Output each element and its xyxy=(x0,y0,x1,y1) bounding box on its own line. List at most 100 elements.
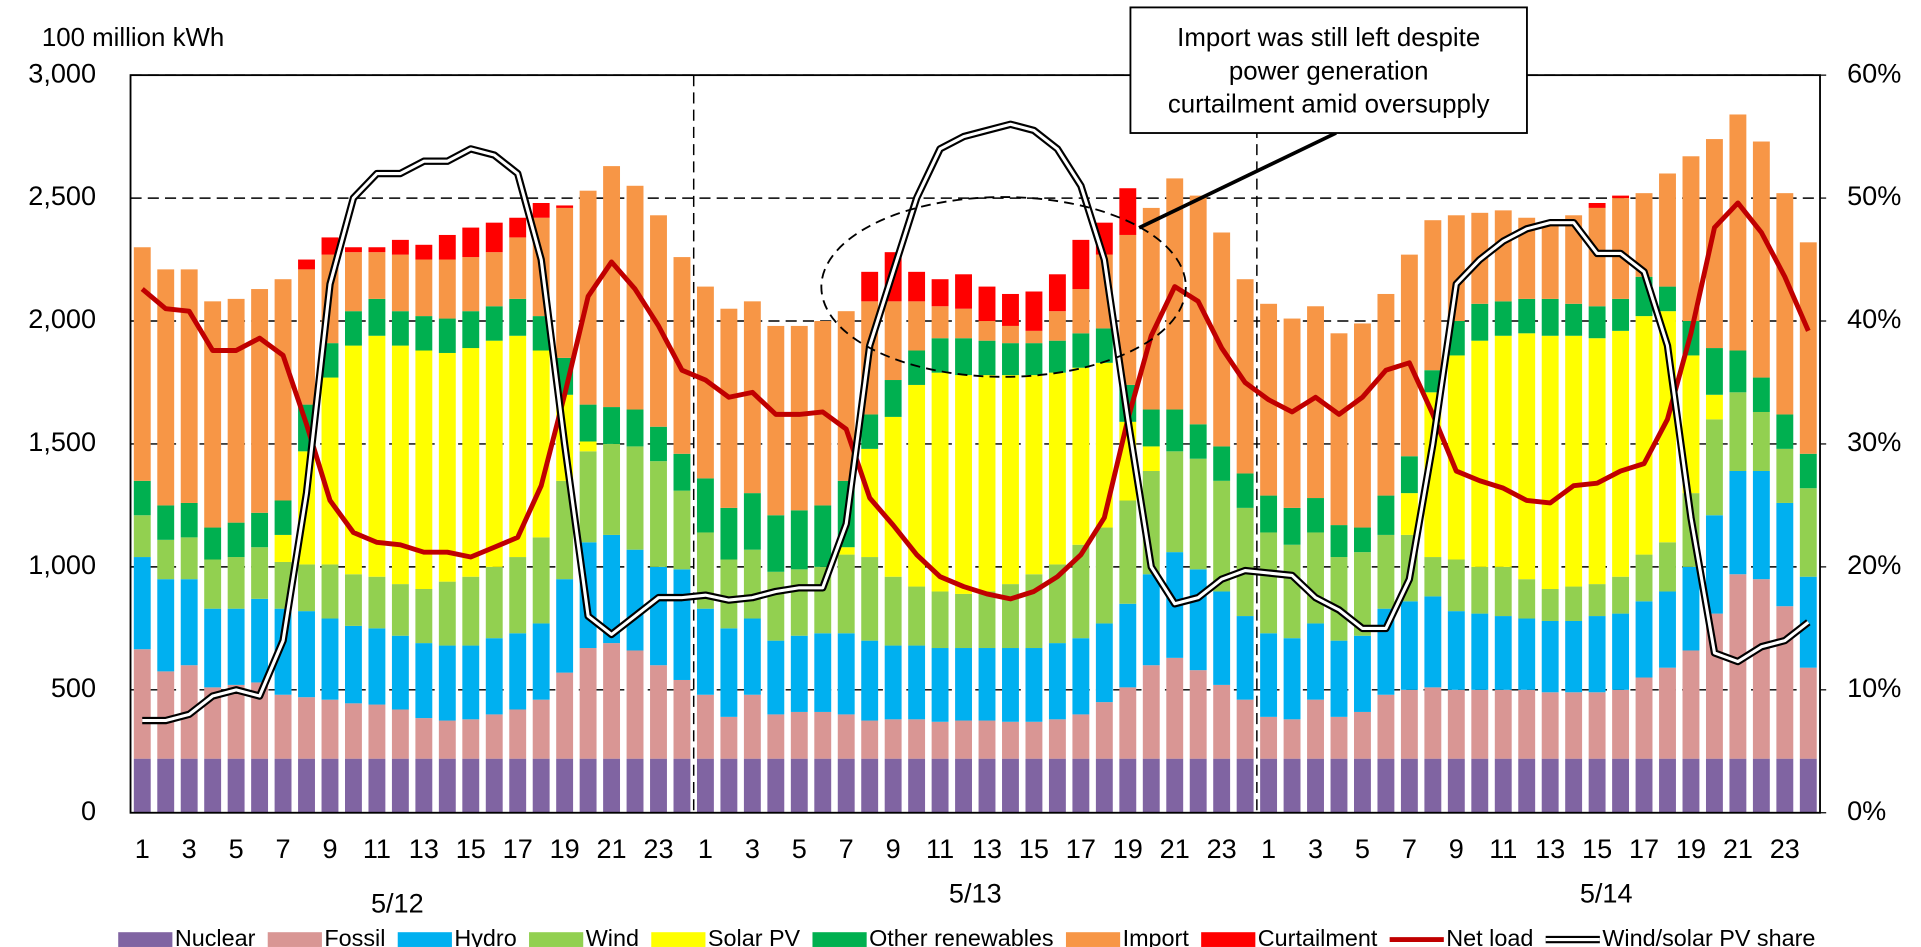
y-tick-label: 3,000 xyxy=(28,57,96,88)
bar xyxy=(720,628,738,717)
bar xyxy=(1189,670,1207,759)
bar xyxy=(368,247,386,253)
bar xyxy=(391,345,409,585)
x-tick-label: 3 xyxy=(182,833,197,864)
legend: Nuclear Fossil Hydro Wind Solar PV Other rene… xyxy=(118,925,1815,947)
x-tick-label: 9 xyxy=(322,833,337,864)
bar xyxy=(1072,289,1090,334)
bar xyxy=(556,672,574,759)
legend-marker xyxy=(397,932,452,947)
bar xyxy=(532,623,550,700)
x-tick-label: 23 xyxy=(643,833,673,864)
x-tick-label: 7 xyxy=(276,833,291,864)
bar xyxy=(415,316,433,351)
bar xyxy=(767,714,785,759)
bar xyxy=(1659,542,1676,592)
axes: 0 500 1,000 1,500 2,000 2,500 3,000 0% 10% 20% 30%… xyxy=(28,57,1901,918)
legend-label: Other renewables xyxy=(869,925,1054,947)
bar xyxy=(274,694,292,759)
x-tick-label: 13 xyxy=(409,833,439,864)
bar xyxy=(1471,758,1489,813)
bar xyxy=(298,269,315,405)
bar xyxy=(1048,719,1066,759)
bar xyxy=(743,493,761,550)
bar xyxy=(1095,362,1113,528)
bar xyxy=(1002,325,1019,344)
legend-label: Wind xyxy=(586,925,639,947)
bar xyxy=(579,441,597,452)
bar xyxy=(603,534,621,644)
bar xyxy=(509,557,527,634)
bar xyxy=(1166,657,1184,759)
bar xyxy=(720,559,738,629)
bar xyxy=(251,758,269,813)
bar xyxy=(1799,453,1817,489)
legend-label: Nuclear xyxy=(175,925,256,947)
bar xyxy=(1518,618,1536,690)
bar xyxy=(1119,188,1137,235)
bar xyxy=(579,648,597,759)
bar xyxy=(391,584,409,636)
legend-marker xyxy=(651,932,706,947)
bar xyxy=(391,254,409,312)
bar xyxy=(1377,293,1395,496)
bar xyxy=(157,269,175,506)
bar xyxy=(814,505,832,567)
bar xyxy=(955,375,972,594)
x-tick-label: 23 xyxy=(1770,833,1800,864)
bar xyxy=(1025,343,1043,376)
bar xyxy=(1283,544,1301,639)
bar xyxy=(1682,156,1700,322)
x-tick-label: 13 xyxy=(972,833,1002,864)
bar xyxy=(1283,507,1301,545)
bar xyxy=(1494,616,1512,690)
bar xyxy=(908,758,926,813)
bar xyxy=(1213,684,1231,759)
bar xyxy=(1612,613,1630,690)
bar xyxy=(1799,488,1817,577)
bar xyxy=(837,758,855,813)
bar xyxy=(274,758,292,813)
bar xyxy=(1072,714,1090,759)
bar xyxy=(1424,220,1442,371)
bar xyxy=(908,271,926,302)
bar xyxy=(884,301,902,381)
bar xyxy=(1142,446,1160,471)
y2-tick-label: 50% xyxy=(1847,180,1901,211)
bar xyxy=(509,709,527,759)
bar xyxy=(1354,552,1371,636)
bar xyxy=(1025,375,1043,575)
bar xyxy=(1471,613,1489,690)
bar xyxy=(1002,375,1019,585)
bar xyxy=(1330,557,1348,641)
bar xyxy=(1166,758,1184,813)
line-series xyxy=(140,200,1811,602)
legend-label: Net load xyxy=(1446,925,1533,947)
bar xyxy=(1565,692,1583,759)
bar xyxy=(955,720,972,759)
bar xyxy=(837,554,855,634)
bar xyxy=(1354,758,1371,813)
bar xyxy=(626,650,644,759)
bar xyxy=(955,593,972,649)
bar xyxy=(1612,298,1630,331)
bar xyxy=(814,633,832,712)
bar xyxy=(603,443,621,535)
bar xyxy=(884,576,902,646)
bar xyxy=(1166,451,1184,553)
bar xyxy=(1048,372,1066,565)
bar xyxy=(1095,702,1113,759)
y-tick-label: 500 xyxy=(51,672,96,703)
y2-tick-label: 40% xyxy=(1847,303,1901,334)
bar xyxy=(743,549,761,619)
bar xyxy=(767,515,785,572)
bar xyxy=(133,247,151,481)
bar xyxy=(1236,616,1254,700)
bar xyxy=(1659,667,1676,759)
x-tick-label: 1 xyxy=(698,833,713,864)
bar xyxy=(1307,758,1324,813)
bar xyxy=(1260,716,1278,759)
bar xyxy=(1095,623,1113,703)
bar xyxy=(1776,758,1794,813)
bar xyxy=(298,697,315,759)
